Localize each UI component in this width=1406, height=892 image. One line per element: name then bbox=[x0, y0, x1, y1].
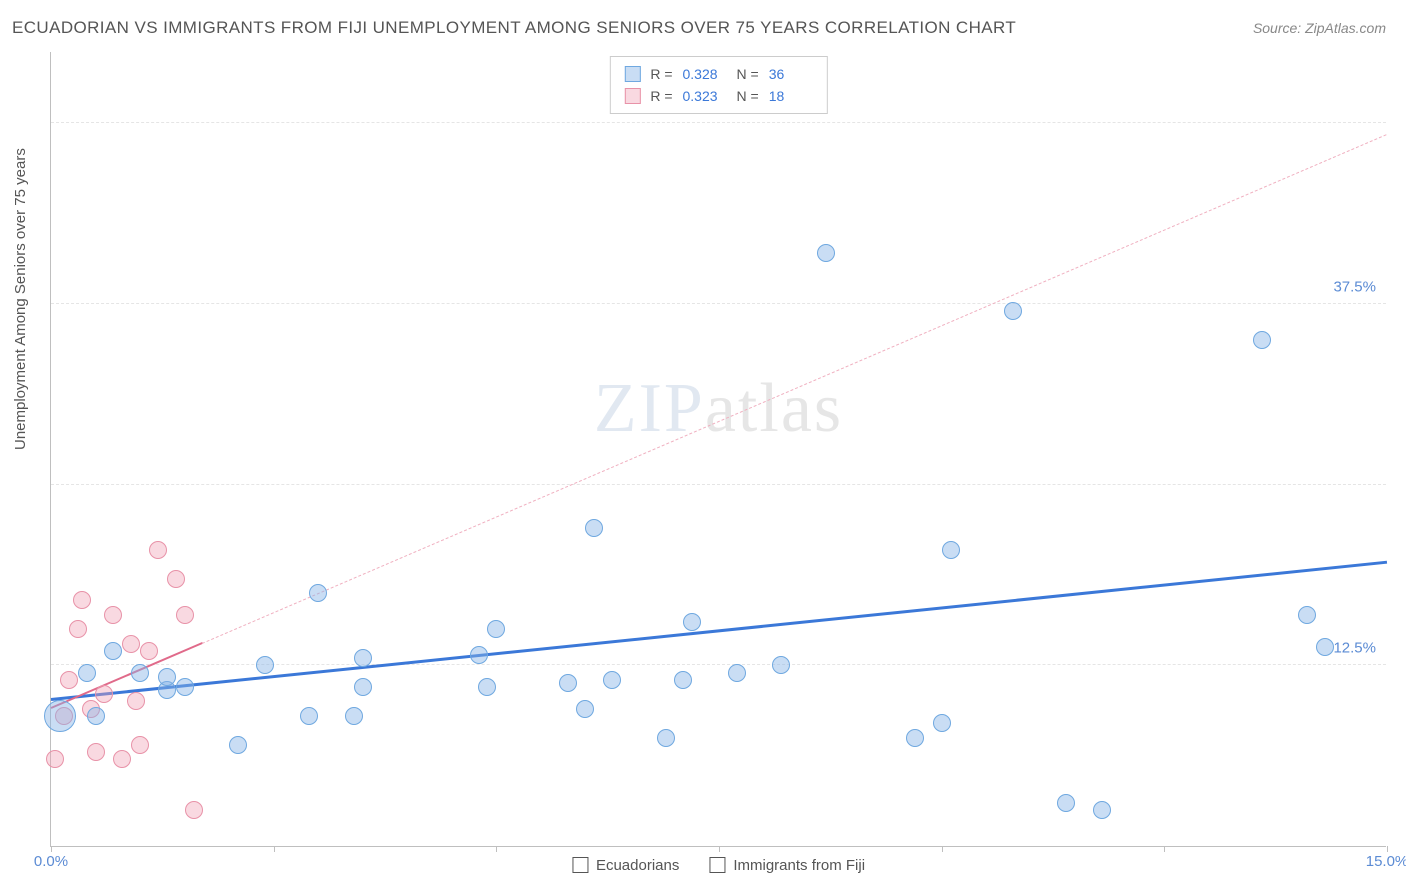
data-point-a bbox=[158, 668, 176, 686]
watermark: ZIPatlas bbox=[594, 369, 843, 449]
swatch-ecuadorians-icon bbox=[624, 66, 640, 82]
data-point-a bbox=[1004, 302, 1022, 320]
data-point-a bbox=[104, 642, 122, 660]
data-point-a bbox=[585, 519, 603, 537]
series-legend: Ecuadorians Immigrants from Fiji bbox=[572, 857, 865, 874]
swatch-fiji-icon bbox=[709, 857, 725, 873]
correlation-legend: R = 0.328 N = 36 R = 0.323 N = 18 bbox=[609, 56, 827, 114]
n-value-a: 36 bbox=[769, 63, 813, 85]
watermark-bold: ZIP bbox=[594, 370, 705, 447]
watermark-thin: atlas bbox=[705, 370, 843, 447]
gridline bbox=[51, 303, 1386, 304]
data-point-b bbox=[95, 685, 113, 703]
chart-title: ECUADORIAN VS IMMIGRANTS FROM FIJI UNEMP… bbox=[12, 18, 1016, 38]
x-tick-mark bbox=[719, 846, 720, 852]
trendline bbox=[202, 134, 1387, 644]
data-point-b bbox=[69, 620, 87, 638]
data-point-a bbox=[728, 664, 746, 682]
data-point-b bbox=[46, 750, 64, 768]
data-point-b bbox=[87, 743, 105, 761]
data-point-b bbox=[122, 635, 140, 653]
data-point-a bbox=[487, 620, 505, 638]
data-point-a bbox=[657, 729, 675, 747]
data-point-a bbox=[1253, 331, 1271, 349]
data-point-a bbox=[44, 700, 76, 732]
data-point-a bbox=[229, 736, 247, 754]
data-point-a bbox=[603, 671, 621, 689]
data-point-a bbox=[176, 678, 194, 696]
swatch-fiji-icon bbox=[624, 88, 640, 104]
x-tick-label: 0.0% bbox=[34, 853, 68, 870]
data-point-a bbox=[817, 244, 835, 262]
data-point-a bbox=[256, 656, 274, 674]
data-point-a bbox=[933, 714, 951, 732]
data-point-a bbox=[1057, 794, 1075, 812]
data-point-a bbox=[354, 678, 372, 696]
data-point-a bbox=[354, 649, 372, 667]
data-point-a bbox=[674, 671, 692, 689]
data-point-a bbox=[1298, 606, 1316, 624]
data-point-a bbox=[345, 707, 363, 725]
data-point-a bbox=[576, 700, 594, 718]
x-tick-mark bbox=[1164, 846, 1165, 852]
y-axis-label: Unemployment Among Seniors over 75 years bbox=[12, 148, 29, 450]
data-point-b bbox=[104, 606, 122, 624]
data-point-a bbox=[683, 613, 701, 631]
data-point-a bbox=[942, 541, 960, 559]
data-point-a bbox=[906, 729, 924, 747]
x-tick-mark bbox=[51, 846, 52, 852]
legend-item-a: Ecuadorians bbox=[572, 857, 679, 874]
series-name-a: Ecuadorians bbox=[596, 857, 679, 874]
data-point-a bbox=[78, 664, 96, 682]
data-point-b bbox=[140, 642, 158, 660]
data-point-a bbox=[772, 656, 790, 674]
correlation-chart: ECUADORIAN VS IMMIGRANTS FROM FIJI UNEMP… bbox=[0, 0, 1406, 892]
legend-item-b: Immigrants from Fiji bbox=[709, 857, 865, 874]
data-point-a bbox=[131, 664, 149, 682]
n-label: N = bbox=[737, 63, 759, 85]
data-point-a bbox=[1316, 638, 1334, 656]
r-value-b: 0.323 bbox=[683, 85, 727, 107]
x-tick-mark bbox=[496, 846, 497, 852]
data-point-b bbox=[131, 736, 149, 754]
data-point-a bbox=[478, 678, 496, 696]
x-tick-mark bbox=[942, 846, 943, 852]
n-label: N = bbox=[737, 85, 759, 107]
data-point-b bbox=[127, 692, 145, 710]
legend-row-b: R = 0.323 N = 18 bbox=[624, 85, 812, 107]
data-point-a bbox=[300, 707, 318, 725]
x-tick-label: 15.0% bbox=[1366, 853, 1406, 870]
r-value-a: 0.328 bbox=[683, 63, 727, 85]
series-name-b: Immigrants from Fiji bbox=[733, 857, 865, 874]
swatch-ecuadorians-icon bbox=[572, 857, 588, 873]
data-point-b bbox=[60, 671, 78, 689]
gridline bbox=[51, 664, 1386, 665]
x-tick-mark bbox=[274, 846, 275, 852]
data-point-b bbox=[113, 750, 131, 768]
data-point-a bbox=[87, 707, 105, 725]
r-label: R = bbox=[650, 85, 672, 107]
data-point-b bbox=[167, 570, 185, 588]
legend-row-a: R = 0.328 N = 36 bbox=[624, 63, 812, 85]
data-point-a bbox=[559, 674, 577, 692]
y-tick-label: 37.5% bbox=[1333, 278, 1376, 295]
data-point-a bbox=[1093, 801, 1111, 819]
data-point-b bbox=[185, 801, 203, 819]
y-tick-label: 12.5% bbox=[1333, 640, 1376, 657]
data-point-b bbox=[73, 591, 91, 609]
data-point-a bbox=[309, 584, 327, 602]
data-point-b bbox=[149, 541, 167, 559]
plot-area: ZIPatlas R = 0.328 N = 36 R = 0.323 N = … bbox=[50, 52, 1386, 847]
source-attribution: Source: ZipAtlas.com bbox=[1253, 20, 1386, 36]
n-value-b: 18 bbox=[769, 85, 813, 107]
r-label: R = bbox=[650, 63, 672, 85]
data-point-a bbox=[470, 646, 488, 664]
data-point-b bbox=[176, 606, 194, 624]
trendline bbox=[51, 561, 1387, 701]
x-tick-mark bbox=[1387, 846, 1388, 852]
gridline bbox=[51, 122, 1386, 123]
gridline bbox=[51, 484, 1386, 485]
